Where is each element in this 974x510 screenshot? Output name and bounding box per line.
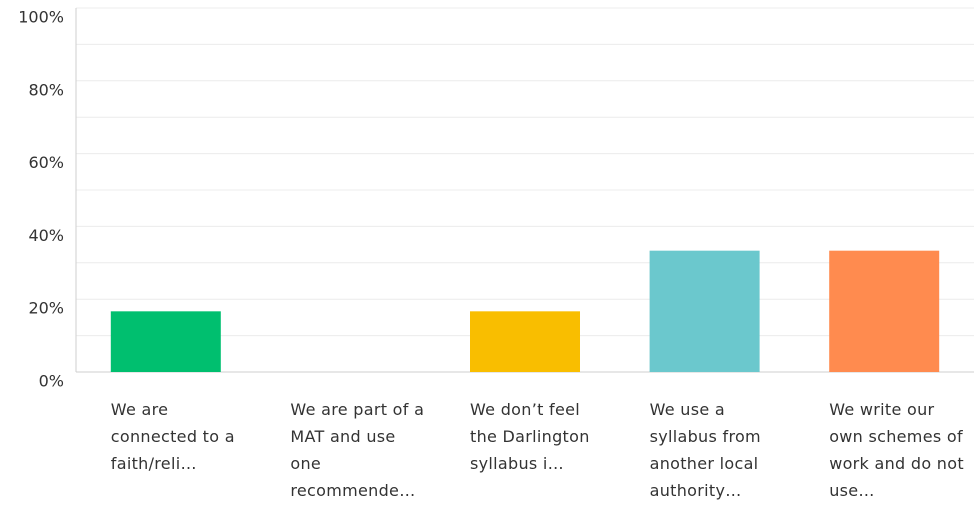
x-tick-label: We use a syllabus from another local aut… — [649, 400, 761, 500]
x-tick-label: We don’t feel the Darlington syllabus i… — [470, 400, 590, 473]
bar — [470, 311, 580, 372]
y-tick-label: 60% — [28, 153, 64, 172]
x-tick-label: We are part of a MAT and use one recomme… — [290, 400, 425, 500]
y-tick-label: 80% — [28, 80, 64, 99]
bar — [829, 250, 940, 372]
bar — [110, 311, 221, 372]
x-tick-label: We write our own schemes of work and do … — [829, 400, 964, 500]
y-tick-label: 40% — [28, 226, 64, 245]
y-tick-label: 20% — [28, 299, 64, 318]
bar — [649, 250, 760, 372]
x-tick-label: We are connected to a faith/reli… — [110, 400, 235, 473]
y-tick-label: 100% — [18, 8, 64, 27]
y-tick-label: 0% — [39, 372, 64, 391]
